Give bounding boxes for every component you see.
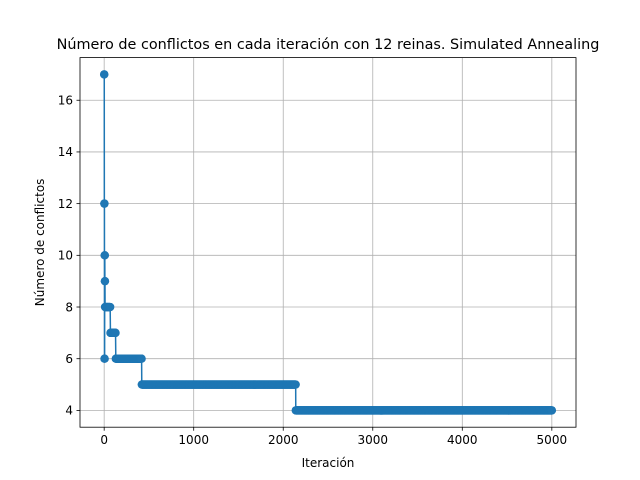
grid-lines bbox=[80, 57, 576, 428]
data-point bbox=[100, 70, 109, 79]
y-axis-label: Número de conflictos bbox=[33, 179, 47, 307]
axis-ticks: 0 1000 2000 3000 4000 5000 4 6 8 10 12 14 16 bbox=[58, 94, 567, 448]
x-tick-label: 3000 bbox=[357, 433, 388, 447]
plot-frame bbox=[79, 57, 577, 428]
x-tick-label: 0 bbox=[100, 433, 108, 447]
y-tick-label: 16 bbox=[58, 94, 73, 108]
data-series bbox=[99, 70, 557, 415]
y-tick-label: 12 bbox=[58, 197, 73, 211]
chart-title: Número de conflictos en cada iteración c… bbox=[57, 37, 600, 53]
data-point bbox=[105, 302, 115, 312]
data-point bbox=[111, 328, 120, 338]
x-tick-label: 4000 bbox=[447, 433, 478, 447]
data-point bbox=[137, 354, 146, 363]
data-point bbox=[291, 380, 300, 389]
data-point bbox=[100, 276, 110, 286]
y-tick-label: 8 bbox=[65, 300, 73, 314]
data-point bbox=[100, 354, 109, 363]
data-point bbox=[100, 251, 110, 260]
x-tick-label: 2000 bbox=[268, 433, 299, 447]
x-tick-label: 5000 bbox=[537, 433, 568, 447]
data-point bbox=[100, 199, 109, 208]
x-tick-label: 1000 bbox=[178, 433, 209, 447]
y-tick-label: 6 bbox=[65, 352, 73, 366]
y-tick-label: 14 bbox=[58, 145, 73, 159]
y-tick-label: 4 bbox=[65, 404, 73, 418]
data-point bbox=[547, 406, 557, 415]
y-tick-label: 10 bbox=[58, 249, 73, 263]
x-axis-label: Iteración bbox=[302, 456, 355, 470]
